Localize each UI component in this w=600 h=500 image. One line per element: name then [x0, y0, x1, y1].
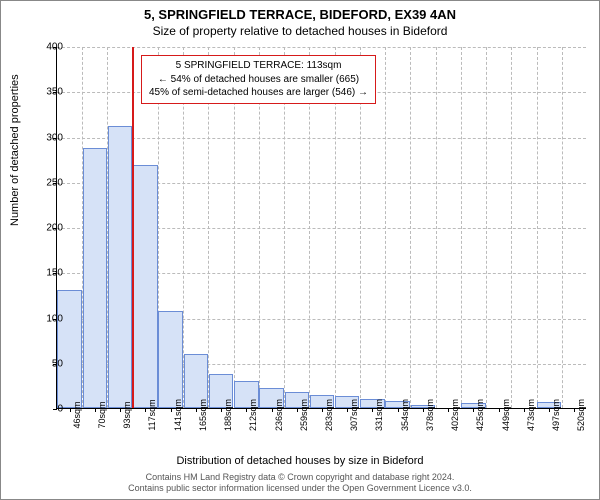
- xtick-label: 497sqm: [551, 399, 561, 431]
- annotation-line: 45% of semi-detached houses are larger (…: [149, 86, 368, 100]
- ytick-label: 400: [33, 42, 63, 53]
- xtick-label: 402sqm: [450, 399, 460, 431]
- xtick-label: 283sqm: [324, 399, 334, 431]
- page-title: 5, SPRINGFIELD TERRACE, BIDEFORD, EX39 4…: [1, 1, 599, 22]
- xtick-label: 165sqm: [198, 399, 208, 431]
- xtick-label: 93sqm: [122, 401, 132, 428]
- ytick-label: 300: [33, 132, 63, 143]
- gridline-h: [57, 138, 586, 139]
- footer-attribution: Contains HM Land Registry data © Crown c…: [1, 472, 599, 495]
- xtick-label: 425sqm: [475, 399, 485, 431]
- gridline-v: [385, 47, 386, 408]
- histogram-bar: [133, 165, 157, 408]
- ytick-label: 350: [33, 87, 63, 98]
- xtick-label: 354sqm: [400, 399, 410, 431]
- histogram-bar: [83, 148, 107, 408]
- gridline-v: [562, 47, 563, 408]
- annotation-line: 5 SPRINGFIELD TERRACE: 113sqm: [149, 59, 368, 73]
- xtick-label: 141sqm: [173, 399, 183, 431]
- xtick-label: 188sqm: [223, 399, 233, 431]
- chart-subtitle: Size of property relative to detached ho…: [1, 22, 599, 38]
- gridline-h: [57, 47, 586, 48]
- gridline-v: [461, 47, 462, 408]
- ytick-label: 50: [33, 358, 63, 369]
- gridline-v: [511, 47, 512, 408]
- xtick-mark: [524, 408, 525, 412]
- xtick-label: 520sqm: [576, 399, 586, 431]
- xtick-label: 378sqm: [425, 399, 435, 431]
- xtick-mark: [221, 408, 222, 412]
- xtick-mark: [398, 408, 399, 412]
- histogram-bar: [158, 311, 182, 408]
- ytick-label: 0: [33, 404, 63, 415]
- xtick-label: 307sqm: [349, 399, 359, 431]
- annotation-line: ← 54% of detached houses are smaller (66…: [149, 73, 368, 87]
- xtick-label: 449sqm: [501, 399, 511, 431]
- ytick-label: 150: [33, 268, 63, 279]
- xtick-label: 117sqm: [147, 399, 157, 430]
- xtick-label: 46sqm: [72, 401, 82, 428]
- xtick-label: 212sqm: [248, 399, 258, 431]
- histogram-bar: [108, 126, 132, 408]
- ytick-label: 200: [33, 223, 63, 234]
- chart-area: 5 SPRINGFIELD TERRACE: 113sqm← 54% of de…: [56, 47, 586, 409]
- footer-line-1: Contains HM Land Registry data © Crown c…: [1, 472, 599, 484]
- xtick-mark: [120, 408, 121, 412]
- xtick-mark: [272, 408, 273, 412]
- chart-container: 5, SPRINGFIELD TERRACE, BIDEFORD, EX39 4…: [0, 0, 600, 500]
- xtick-label: 70sqm: [97, 401, 107, 428]
- xtick-mark: [499, 408, 500, 412]
- xtick-mark: [95, 408, 96, 412]
- xtick-mark: [171, 408, 172, 412]
- xtick-label: 473sqm: [526, 399, 536, 431]
- gridline-v: [410, 47, 411, 408]
- histogram-bar: [57, 290, 81, 408]
- xtick-label: 331sqm: [374, 399, 384, 431]
- y-axis-label: Number of detached properties: [9, 74, 21, 226]
- xtick-mark: [322, 408, 323, 412]
- x-axis-label: Distribution of detached houses by size …: [1, 455, 599, 467]
- xtick-mark: [297, 408, 298, 412]
- xtick-mark: [423, 408, 424, 412]
- xtick-label: 236sqm: [274, 399, 284, 431]
- gridline-v: [537, 47, 538, 408]
- footer-line-2: Contains public sector information licen…: [1, 483, 599, 495]
- gridline-v: [486, 47, 487, 408]
- xtick-mark: [549, 408, 550, 412]
- ytick-label: 250: [33, 177, 63, 188]
- ytick-label: 100: [33, 313, 63, 324]
- xtick-mark: [196, 408, 197, 412]
- gridline-v: [436, 47, 437, 408]
- reference-line: [132, 47, 134, 408]
- xtick-mark: [70, 408, 71, 412]
- xtick-label: 259sqm: [299, 399, 309, 431]
- reference-annotation: 5 SPRINGFIELD TERRACE: 113sqm← 54% of de…: [141, 55, 376, 104]
